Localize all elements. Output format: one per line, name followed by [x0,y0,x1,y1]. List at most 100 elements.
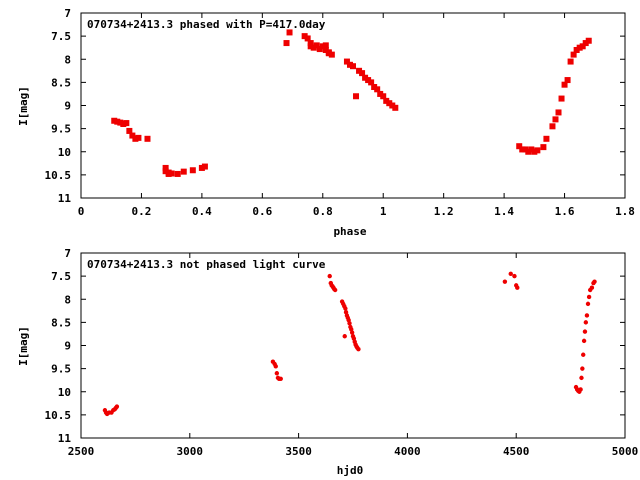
x-axis-label: hjd0 [337,464,364,477]
data-point [377,90,384,97]
y-tick-labels: 7 7.5 8 8.5 9 9.5 10 10.5 11 [45,7,72,205]
data-point [516,143,523,150]
y-tick-label: 7 [64,247,71,260]
data-point [540,144,547,151]
data-point [325,49,332,56]
data-point [165,169,172,176]
data-point [319,43,326,50]
data-point [117,119,124,126]
y-tick-label: 8 [64,293,71,306]
data-point [286,29,293,36]
data-point [386,100,393,107]
data-point [343,306,348,311]
data-point [389,102,396,109]
x-tick-label: 0.4 [192,205,212,218]
data-point [328,51,335,58]
data-point [512,273,517,279]
y-tick-label: 10 [58,146,71,159]
x-tick-label: 1.8 [615,205,635,218]
x-tick-label: 5000 [612,445,639,458]
data-point [350,63,356,70]
data-point [120,121,127,127]
data-point [528,146,535,153]
data-point [380,93,387,100]
data-point [580,366,585,371]
plot-frame [80,12,626,199]
data-point [383,97,390,104]
data-point [123,120,130,127]
data-point [582,40,589,47]
data-point [313,42,320,49]
data-point [304,35,311,42]
x-tick-label: 3000 [177,445,204,458]
data-point [392,104,399,111]
data-point [365,77,372,84]
y-tick-label: 7.5 [51,270,71,283]
data-point [356,67,363,74]
data-point [573,47,580,53]
y-tick-label: 8 [64,53,71,66]
data-point [592,279,597,284]
data-point [543,135,550,142]
y-axis-label: I[mag] [17,326,30,366]
data-point [581,352,586,357]
data-point [278,376,283,381]
data-point [589,285,595,290]
data-point [522,146,529,153]
data-point [114,118,121,125]
data-point [274,371,280,376]
data-point [349,330,355,335]
y-tick-label: 9.5 [51,123,71,136]
data-points [111,29,592,177]
data-point [162,164,169,171]
data-point [356,347,361,352]
data-point [273,364,278,369]
data-point [585,37,592,44]
y-tick-label: 7 [64,7,71,20]
data-point [310,44,317,51]
data-point [307,40,314,47]
phased-light-curve-panel: 0 0.2 0.4 0.6 0.8 1 1.2 1.4 1.6 1.8 7 7.5 8 8.5 9 9.5 1… [17,7,635,238]
data-point [359,70,366,77]
data-point [189,167,196,174]
x-tick-labels: 0 0.2 0.4 0.6 0.8 1 1.2 1.4 1.6 1.8 [78,205,635,218]
data-point [561,81,568,88]
axis-ticks [80,12,626,199]
data-point [198,164,205,171]
data-points [102,271,597,417]
data-point [129,132,136,139]
unphased-light-curve-panel: 2500 3000 3500 4000 4500 5000 7 7.5 8 8.5 9 9.5 10 1… [17,247,638,477]
data-point [362,74,369,81]
plot-frame [80,252,626,439]
data-point [555,109,562,116]
y-tick-labels: 7 7.5 8 8.5 9 9.5 10 10.5 11 [45,247,72,445]
x-tick-label: 1.2 [434,205,454,218]
y-tick-label: 9 [64,100,71,113]
data-point [322,47,329,53]
data-point [515,285,520,290]
data-point [180,168,187,175]
y-tick-label: 7.5 [51,30,71,43]
data-point [162,168,169,175]
data-point [114,404,120,409]
data-point [322,42,329,49]
data-point [135,134,142,141]
data-point [579,43,586,50]
data-point [519,146,526,153]
x-tick-label: 1.6 [555,205,575,218]
data-point [578,387,583,392]
data-point [552,116,559,123]
y-tick-label: 9.5 [51,363,71,376]
data-point [342,334,347,339]
x-tick-label: 0.2 [132,205,152,218]
data-point [534,147,541,154]
y-tick-label: 9 [64,340,71,353]
data-point [576,44,583,51]
data-point [346,61,353,68]
data-point [567,58,574,65]
data-point [332,287,338,293]
data-point [327,273,332,279]
data-point [570,51,577,58]
x-tick-label: 0.6 [252,205,272,218]
data-point [581,338,587,344]
